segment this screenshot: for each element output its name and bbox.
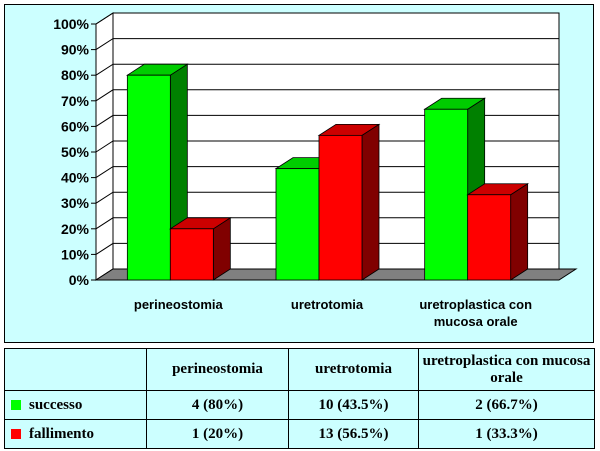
bar-successo	[126, 74, 171, 281]
gridline	[95, 89, 559, 102]
gridline	[95, 38, 559, 51]
table-cell: 1 (33.3%)	[418, 419, 595, 449]
y-tick-label: 0%	[69, 272, 90, 288]
gridline	[95, 242, 559, 255]
table-header-cell: uretrotomia	[288, 348, 419, 391]
row-label: fallimento	[29, 425, 94, 442]
x-tick-label: uretroplastica con mucosa orale	[419, 297, 532, 329]
row-label-cell: fallimento	[4, 419, 147, 449]
y-tick-label: 10%	[61, 246, 90, 262]
bar-side-fallimento	[510, 183, 529, 281]
chart-area: 0% 10% 20% 30% 40% 50% 60% 70% 80% 90% 100% perineo…	[4, 4, 594, 343]
bar-fallimento	[318, 134, 363, 281]
row-label-cell: successo	[4, 390, 147, 420]
y-tick-label: 40%	[61, 170, 90, 186]
gridline	[95, 166, 559, 179]
y-tick-label: 90%	[61, 42, 90, 58]
bar-successo	[275, 168, 320, 281]
table-header-row: perineostomia uretrotomia uretroplastica…	[4, 348, 595, 391]
table-cell: 2 (66.7%)	[418, 390, 595, 420]
data-table: perineostomia uretrotomia uretroplastica…	[4, 348, 595, 449]
gridline	[95, 217, 559, 230]
gridline	[95, 12, 559, 25]
gridline	[95, 114, 559, 127]
x-tick-label: perineostomia	[134, 297, 224, 312]
bar-fallimento	[467, 194, 512, 281]
table-corner-cell	[4, 348, 147, 391]
y-tick-label: 80%	[61, 67, 90, 83]
y-tick-label: 100%	[53, 16, 89, 32]
bar-successo	[424, 108, 469, 281]
bar-chart: 0% 10% 20% 30% 40% 50% 60% 70% 80% 90% 100% perineo…	[53, 12, 578, 329]
bar-side-fallimento	[361, 123, 380, 281]
legend-swatch-fallimento	[11, 429, 21, 440]
table-row-fallimento: fallimento 1 (20%) 13 (56.5%) 1 (33.3%)	[4, 419, 595, 449]
row-label: successo	[29, 396, 83, 413]
table-cell: 1 (20%)	[146, 419, 289, 449]
gridline	[95, 63, 559, 76]
y-tick-label: 60%	[61, 118, 90, 134]
gridline	[95, 191, 559, 204]
table-header-cell: uretroplastica con mucosa orale	[418, 348, 595, 391]
table-cell: 13 (56.5%)	[288, 419, 419, 449]
y-tick-label: 30%	[61, 195, 90, 211]
table-cell: 4 (80%)	[146, 390, 289, 420]
bar-fallimento	[169, 228, 214, 281]
y-tick-label: 50%	[61, 144, 90, 160]
y-tick-label: 20%	[61, 221, 90, 237]
table-row-successo: successo 4 (80%) 10 (43.5%) 2 (66.7%)	[4, 390, 595, 420]
gridline	[95, 140, 559, 153]
table-cell: 10 (43.5%)	[288, 390, 419, 420]
legend-swatch-successo	[11, 400, 21, 411]
table-header-cell: perineostomia	[146, 348, 289, 391]
x-tick-label: uretrotomia	[291, 297, 364, 312]
y-tick-label: 70%	[61, 93, 90, 109]
